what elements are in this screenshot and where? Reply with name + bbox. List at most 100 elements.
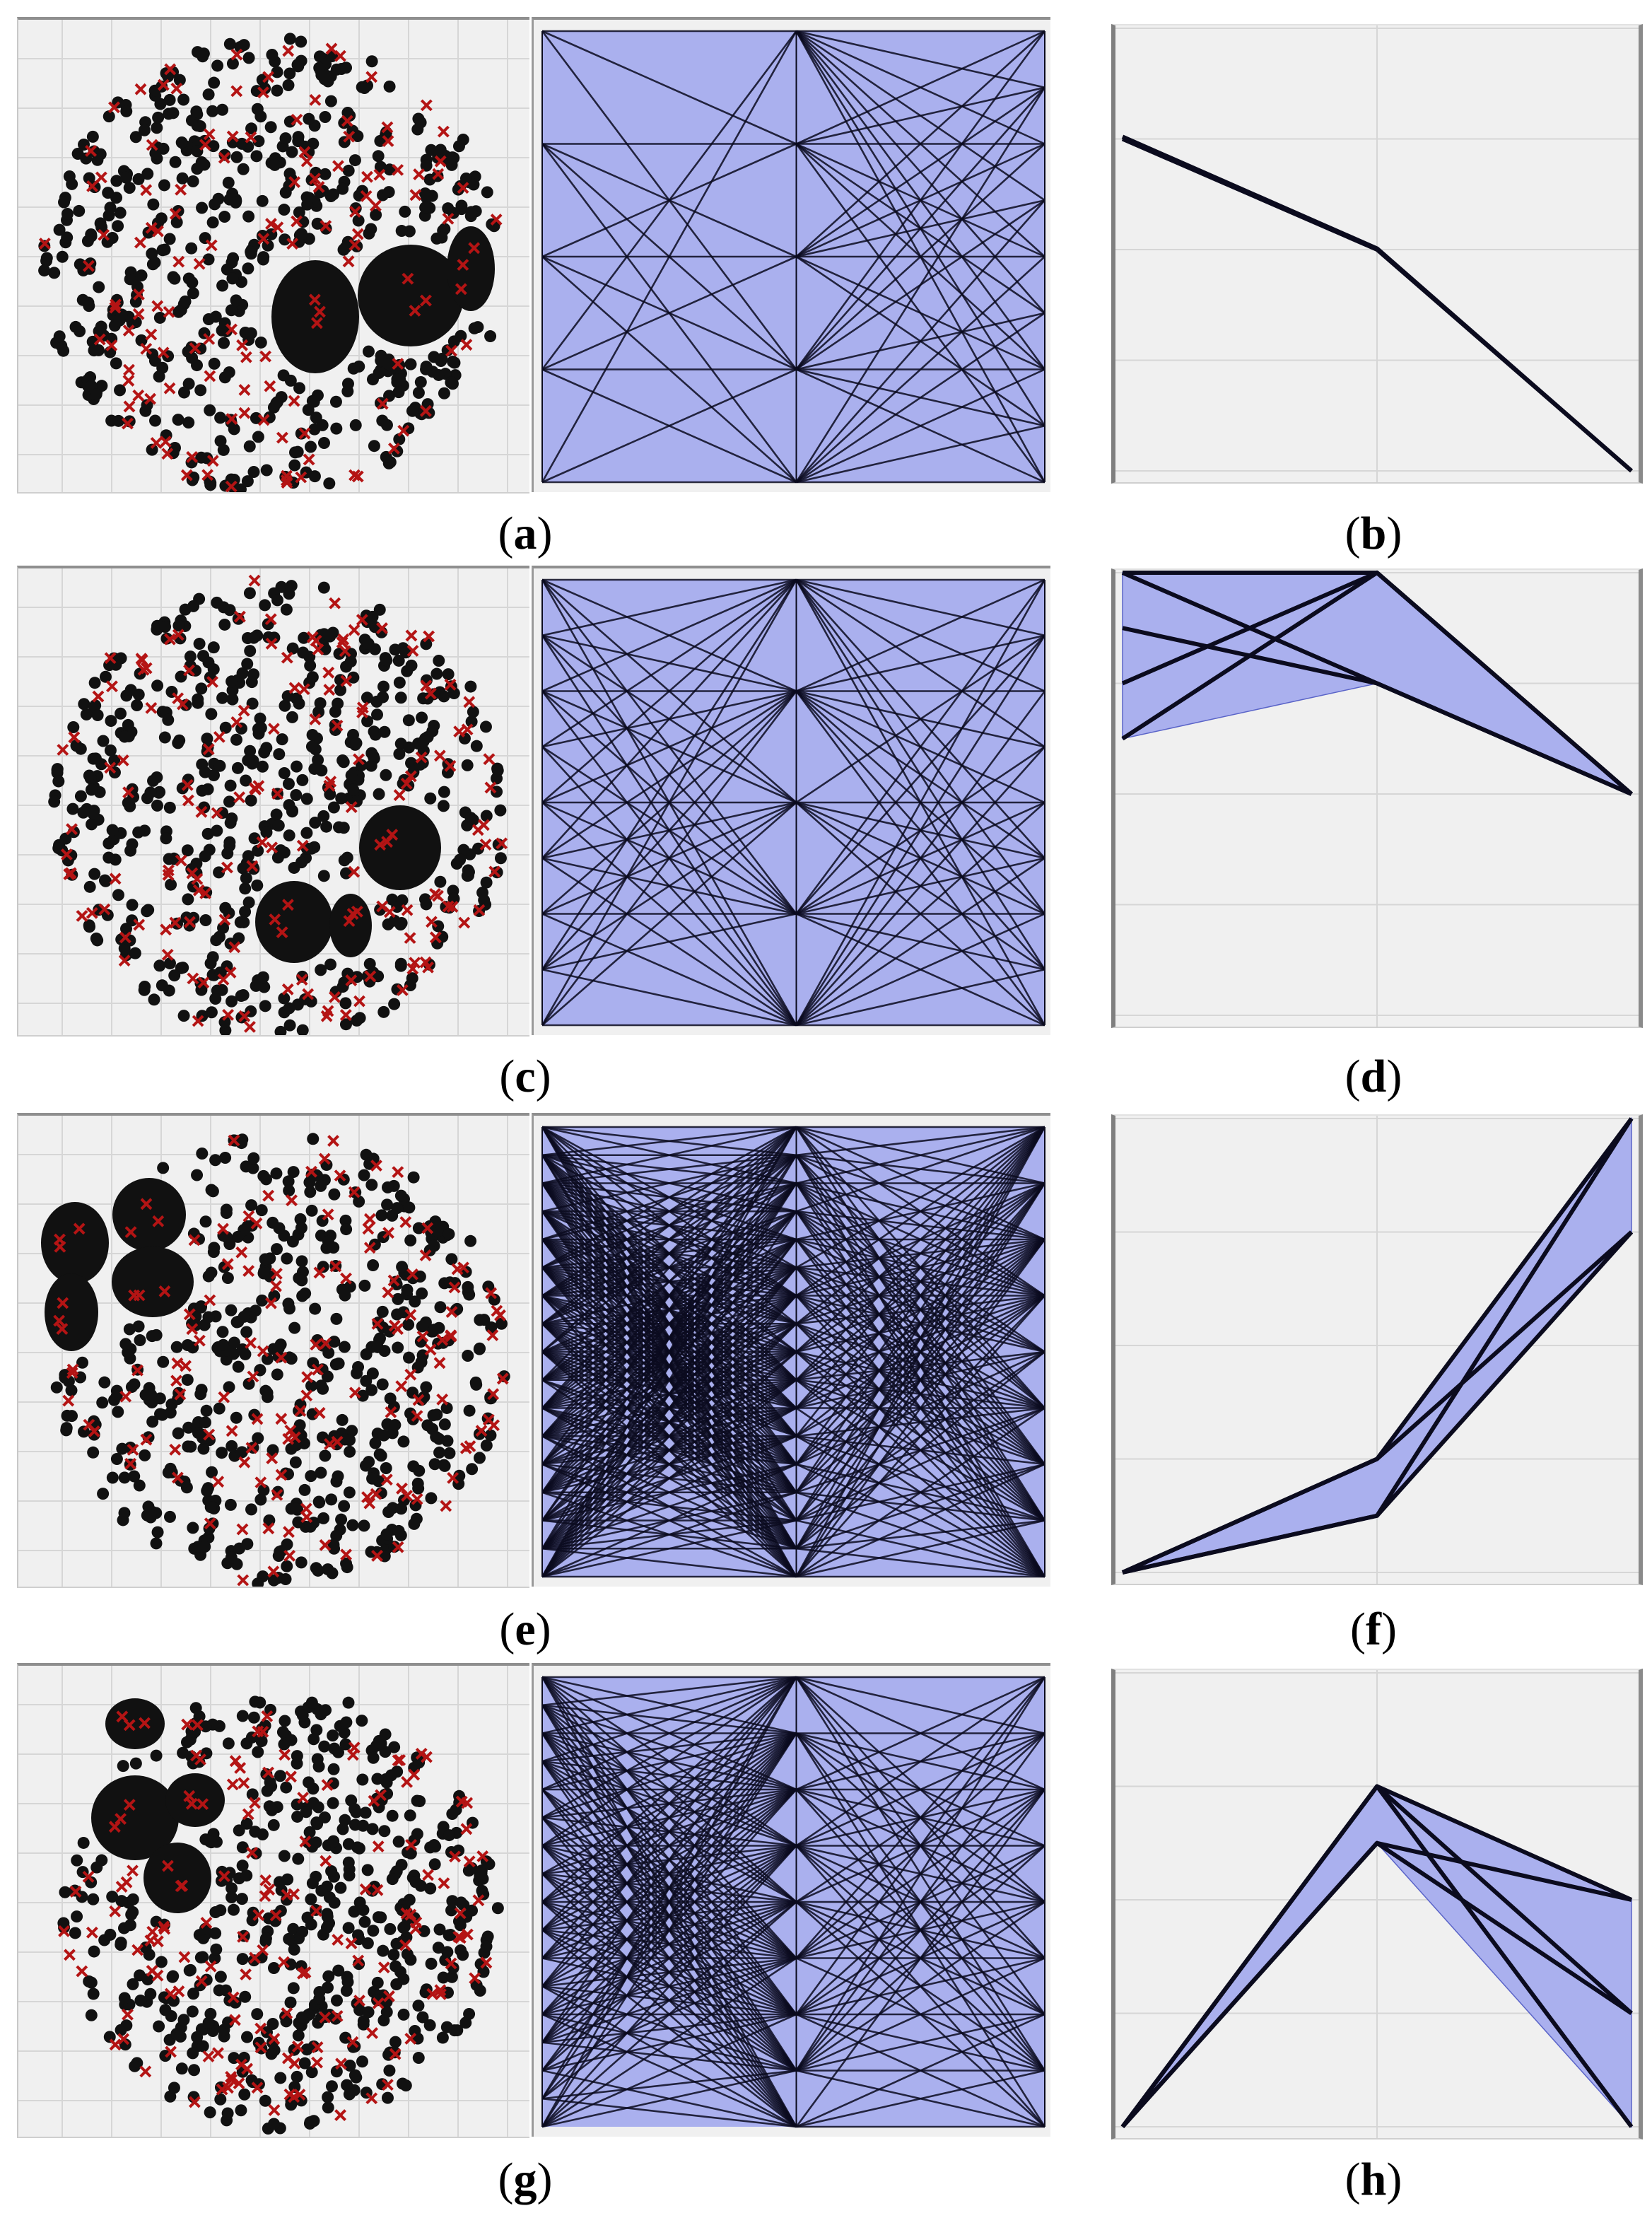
dot-marker xyxy=(91,153,104,166)
cross-marker xyxy=(480,1956,493,1969)
dot-marker xyxy=(167,107,180,119)
cross-marker xyxy=(380,1473,393,1486)
cross-marker xyxy=(104,761,117,774)
selected-lines xyxy=(1120,1784,1634,2129)
cross-marker xyxy=(327,1135,339,1147)
dot-marker xyxy=(330,1529,343,1542)
dot-marker xyxy=(452,1844,465,1857)
cross-marker xyxy=(237,1574,250,1587)
cross-marker xyxy=(329,597,341,609)
cross-marker xyxy=(245,1442,258,1454)
dot-marker xyxy=(245,1199,258,1212)
cross-marker xyxy=(123,1719,136,1732)
cross-marker xyxy=(488,1419,500,1432)
dot-marker xyxy=(88,1428,100,1441)
dot-marker xyxy=(375,354,387,367)
dot-marker xyxy=(251,2008,264,2021)
dot-marker xyxy=(187,2047,199,2060)
dot-marker xyxy=(218,337,230,349)
dot-marker xyxy=(236,1841,249,1854)
dot-marker xyxy=(187,600,200,612)
dot-marker xyxy=(339,1214,352,1227)
selection-panel-d xyxy=(1111,568,1643,1028)
cluster-blob xyxy=(112,1247,194,1317)
chart-svg xyxy=(18,1116,529,1587)
dot-marker xyxy=(462,1280,474,1293)
cross-marker xyxy=(234,1762,247,1774)
cross-marker xyxy=(56,1323,69,1335)
dot-marker xyxy=(172,1427,184,1440)
dot-marker xyxy=(209,1927,222,1939)
cross-marker xyxy=(123,1799,136,1811)
dot-marker xyxy=(207,663,220,676)
dot-marker xyxy=(148,84,161,97)
dot-marker xyxy=(283,1019,296,1032)
polyline-segment xyxy=(541,1676,797,2015)
dot-marker xyxy=(216,1326,229,1338)
cross-marker xyxy=(281,1889,293,1901)
dot-marker xyxy=(229,196,242,209)
dot-marker xyxy=(268,1290,281,1302)
dot-marker xyxy=(48,795,61,808)
dot-marker xyxy=(225,304,238,317)
dot-marker xyxy=(87,807,100,820)
dot-marker xyxy=(411,1794,423,1807)
dot-marker xyxy=(434,1301,447,1314)
selected-lines xyxy=(1121,134,1633,473)
dot-marker xyxy=(436,2031,449,2044)
dot-marker xyxy=(165,878,177,891)
cross-marker xyxy=(416,1330,429,1343)
dot-marker xyxy=(252,1432,264,1444)
cross-marker xyxy=(218,151,230,164)
dot-marker xyxy=(327,1539,340,1551)
cross-marker xyxy=(291,2041,304,2053)
dot-marker xyxy=(340,1985,353,1997)
dot-marker xyxy=(151,122,163,134)
dot-marker xyxy=(298,1483,311,1496)
cross-marker xyxy=(310,1338,322,1351)
dot-marker xyxy=(281,1560,293,1572)
dot-marker xyxy=(281,1252,293,1265)
cross-marker xyxy=(346,2036,359,2048)
cross-marker xyxy=(363,1242,376,1254)
dot-marker xyxy=(260,826,273,839)
dot-marker xyxy=(443,1929,455,1942)
dot-marker xyxy=(280,1781,293,1794)
cross-marker xyxy=(57,1297,69,1309)
cross-marker xyxy=(381,836,393,848)
dot-marker xyxy=(305,740,318,753)
dot-marker xyxy=(195,1300,208,1313)
cross-marker xyxy=(193,257,206,270)
dot-marker xyxy=(228,423,240,436)
dot-marker xyxy=(201,732,213,745)
dot-marker xyxy=(344,2060,356,2072)
cross-marker xyxy=(348,1387,361,1399)
cross-marker xyxy=(318,1152,331,1165)
dot-marker xyxy=(309,1302,322,1315)
dot-marker xyxy=(349,419,362,431)
dot-marker xyxy=(191,2031,204,2043)
dot-marker xyxy=(250,150,263,163)
cross-marker xyxy=(236,1523,249,1536)
cross-marker xyxy=(281,2007,293,2019)
polyline-segment xyxy=(541,1704,797,1734)
cross-marker xyxy=(455,283,467,296)
cross-marker xyxy=(349,206,361,218)
dot-marker xyxy=(317,870,330,882)
dot-marker xyxy=(240,872,252,885)
dot-marker xyxy=(427,1409,440,1422)
cross-marker xyxy=(444,759,457,772)
cross-marker xyxy=(383,1990,395,2002)
dot-marker xyxy=(182,893,194,906)
cross-marker xyxy=(312,181,325,193)
dot-marker xyxy=(181,1374,194,1387)
dot-marker xyxy=(60,1424,73,1437)
dot-marker xyxy=(225,1891,238,1904)
dot-marker xyxy=(397,1435,410,1448)
dot-marker xyxy=(221,2107,234,2120)
dot-marker xyxy=(191,1169,204,1181)
polyline-segment xyxy=(796,1126,1045,1157)
dot-marker xyxy=(288,459,301,472)
cross-marker xyxy=(370,1488,382,1500)
cross-marker xyxy=(176,1879,189,1892)
